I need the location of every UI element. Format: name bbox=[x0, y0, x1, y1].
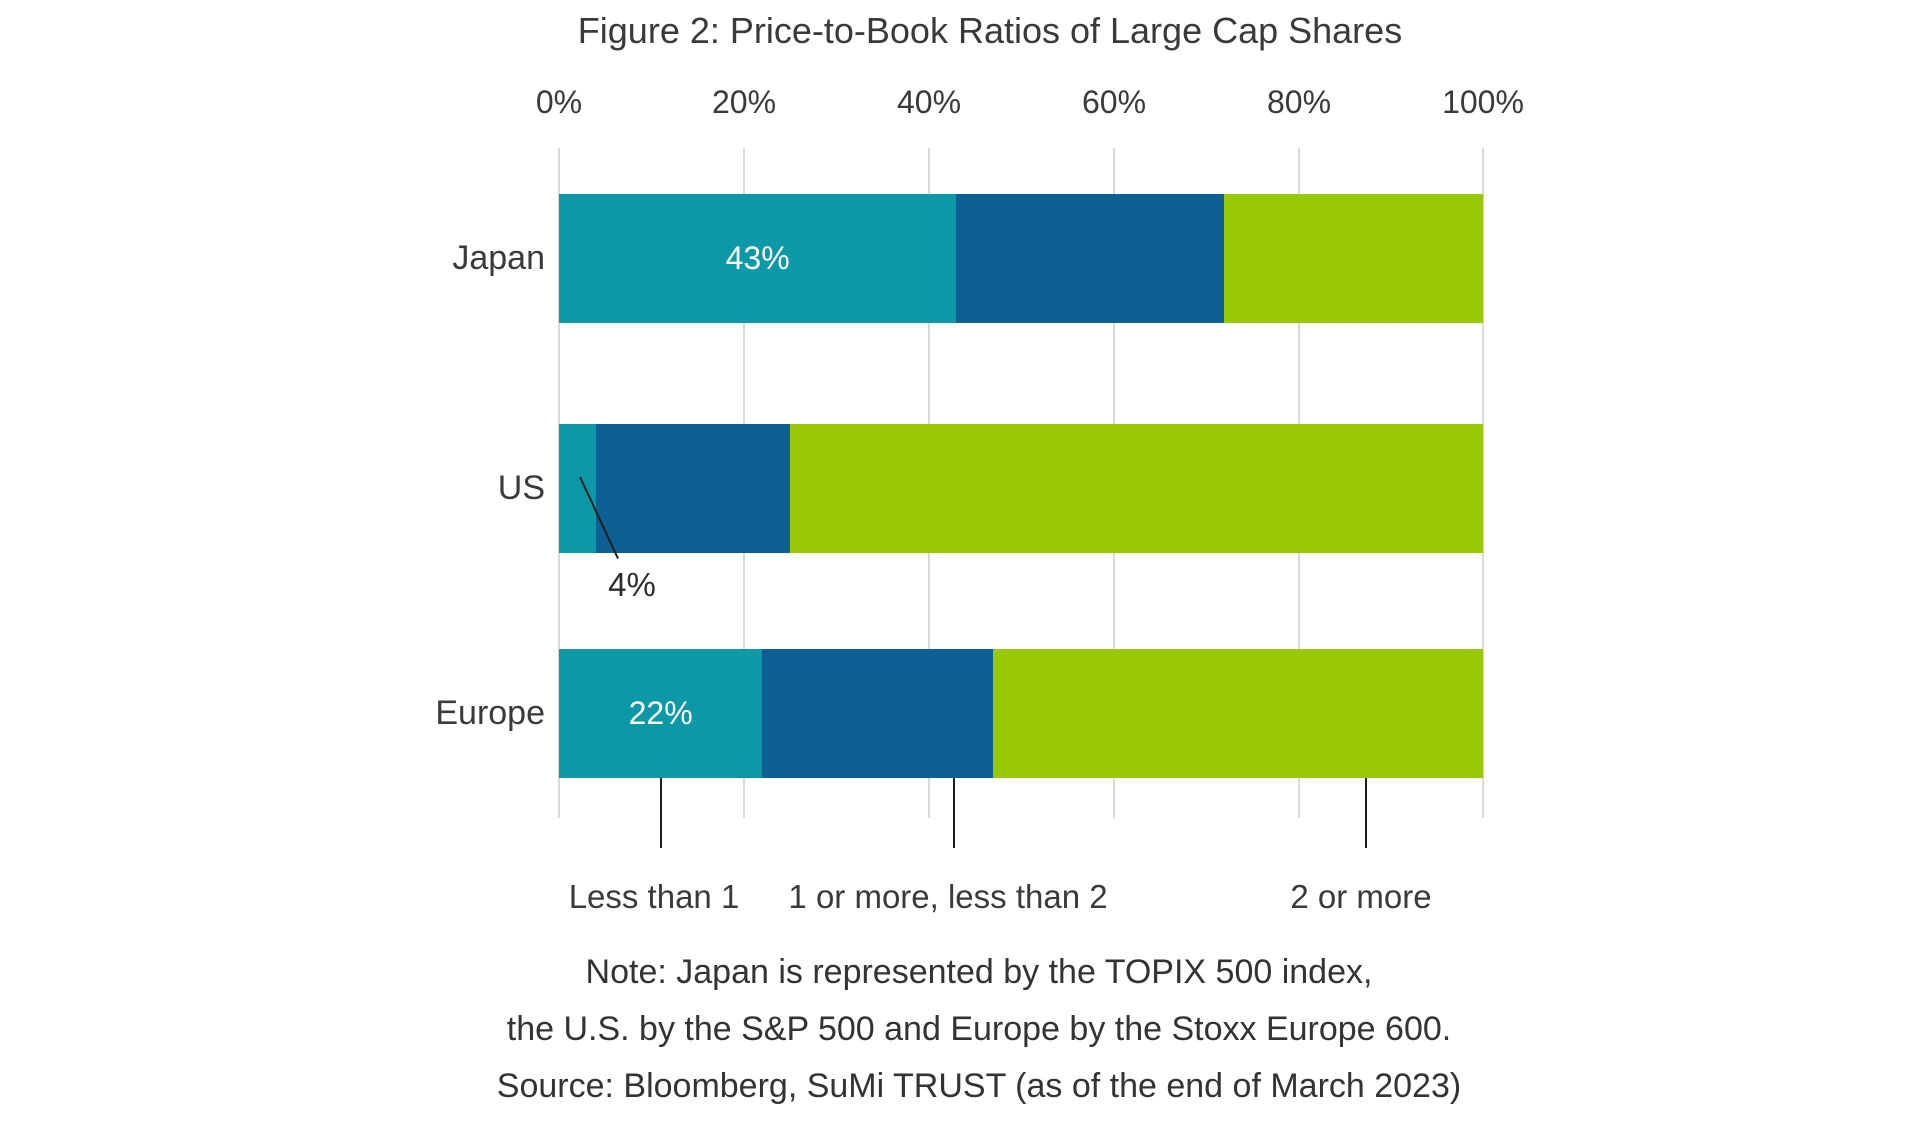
bar-europe-segment-less-than-1: 22% bbox=[559, 649, 763, 778]
axis-tick-80: 80% bbox=[1266, 84, 1332, 120]
bar-europe: 22% bbox=[559, 649, 1483, 778]
legend-tick-less-than-1 bbox=[660, 778, 662, 848]
axis-tick-40: 40% bbox=[896, 84, 962, 120]
legend-label-2-or-more: 2 or more bbox=[1290, 878, 1432, 915]
legend-label-1-to-2: 1 or more, less than 2 bbox=[788, 878, 1108, 915]
bar-europe-value-label: 22% bbox=[628, 695, 693, 731]
chart-notes: Note: Japan is represented by the TOPIX … bbox=[479, 944, 1479, 1115]
category-label-europe: Europe bbox=[435, 694, 545, 732]
bar-us-segment-1-to-2 bbox=[595, 424, 790, 553]
note-line-1: Note: Japan is represented by the TOPIX … bbox=[585, 953, 1373, 991]
bar-japan-segment-1-to-2 bbox=[956, 194, 1225, 323]
bar-japan: 43% bbox=[559, 194, 1483, 323]
category-label-us: US bbox=[497, 469, 545, 507]
bar-japan-segment-2-or-more bbox=[1224, 194, 1483, 323]
axis-tick-100: 100% bbox=[1442, 84, 1524, 120]
category-label-japan: Japan bbox=[452, 239, 545, 277]
gridline-100 bbox=[1482, 148, 1484, 818]
chart-title: Figure 2: Price-to-Book Ratios of Large … bbox=[577, 10, 1403, 51]
legend-tick-2-or-more bbox=[1365, 778, 1367, 848]
axis-tick-60: 60% bbox=[1081, 84, 1147, 120]
source-line: Source: Bloomberg, SuMi TRUST (as of the… bbox=[496, 1067, 1462, 1105]
bar-us-segment-less-than-1 bbox=[559, 424, 596, 553]
bar-europe-segment-1-to-2 bbox=[762, 649, 994, 778]
axis-tick-20: 20% bbox=[711, 84, 777, 120]
bar-us-segment-2-or-more bbox=[789, 424, 1483, 553]
us-value-label: 4% bbox=[608, 566, 656, 603]
legend-tick-1-to-2 bbox=[953, 778, 955, 848]
note-line-2: the U.S. by the S&P 500 and Europe by th… bbox=[506, 1010, 1452, 1048]
bar-europe-segment-2-or-more bbox=[993, 649, 1483, 778]
bar-japan-value-label: 43% bbox=[725, 240, 790, 276]
bar-japan-segment-less-than-1: 43% bbox=[559, 194, 957, 323]
axis-tick-0: 0% bbox=[535, 84, 583, 120]
legend-label-less-than-1: Less than 1 bbox=[568, 878, 740, 915]
bar-us bbox=[559, 424, 1483, 553]
